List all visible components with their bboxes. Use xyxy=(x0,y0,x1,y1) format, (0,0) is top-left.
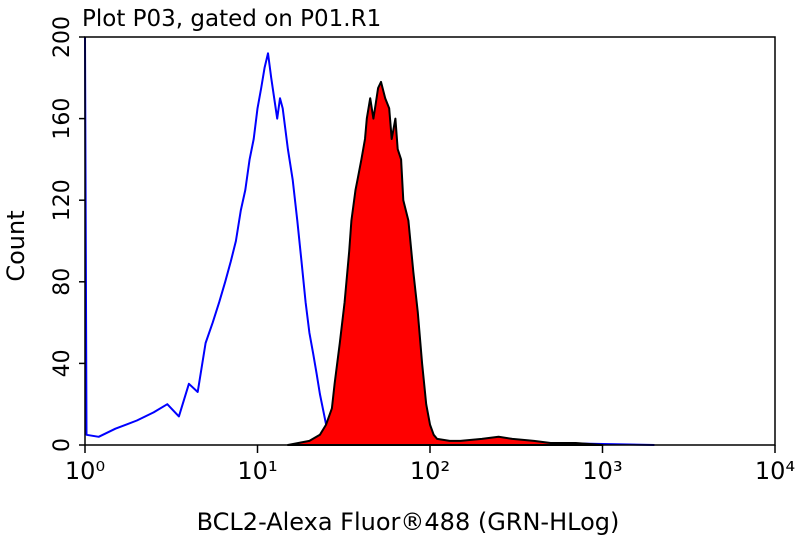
x-axis-label: BCL2-Alexa Fluor®488 (GRN-HLog) xyxy=(197,508,620,536)
y-tick-label: 120 xyxy=(50,179,75,221)
histogram-line xyxy=(84,36,655,446)
x-tick-label: 10⁴ xyxy=(755,457,795,485)
x-tick-label: 10³ xyxy=(582,457,622,485)
y-tick-label: 160 xyxy=(50,98,75,140)
histogram-area xyxy=(286,80,604,446)
y-tick-label: 80 xyxy=(50,268,75,296)
x-tick-label: 10¹ xyxy=(237,457,277,485)
x-tick-label: 10² xyxy=(410,457,450,485)
y-tick-label: 0 xyxy=(50,438,75,452)
y-tick-label: 200 xyxy=(50,16,75,58)
y-tick-label: 40 xyxy=(50,349,75,377)
x-tick-label: 10⁰ xyxy=(65,457,105,485)
y-axis-label: Count xyxy=(2,210,30,281)
chart-title: Plot P03, gated on P01.R1 xyxy=(82,6,381,32)
